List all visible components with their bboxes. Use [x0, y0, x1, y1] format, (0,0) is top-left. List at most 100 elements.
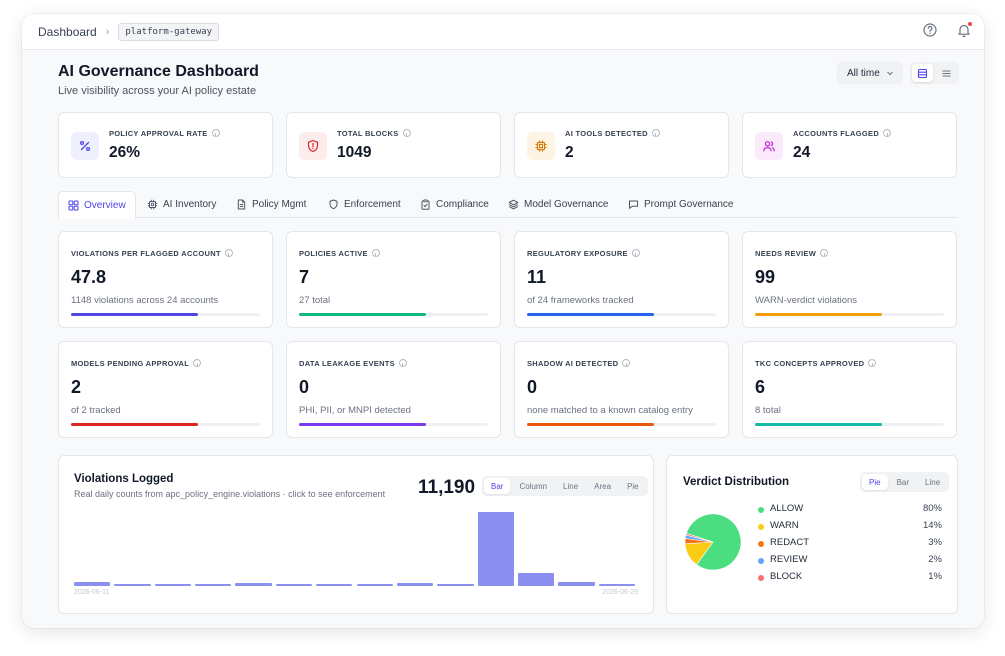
- legend-value: 2%: [928, 554, 942, 565]
- metric-card-shadow-ai[interactable]: SHADOW AI DETECTED 0 none matched to a k…: [514, 341, 729, 438]
- chart-type-area-button[interactable]: Area: [594, 481, 612, 491]
- violations-bar[interactable]: [74, 582, 111, 586]
- metric-card-tkc-concepts[interactable]: TKC CONCEPTS APPROVED 6 8 total: [742, 341, 957, 438]
- violations-bar[interactable]: [598, 584, 635, 586]
- info-icon[interactable]: [211, 129, 220, 137]
- tab-prompt-governance[interactable]: Prompt Governance: [628, 191, 734, 218]
- legend-dot: [758, 558, 764, 564]
- violations-bar[interactable]: [316, 584, 353, 586]
- kpi-label: ACCOUNTS FLAGGED: [793, 129, 880, 138]
- violations-bar[interactable]: [275, 584, 313, 586]
- info-icon[interactable]: [398, 359, 407, 367]
- violations-bar[interactable]: [154, 583, 192, 586]
- legend-value: 3%: [928, 537, 942, 548]
- metric-card-needs-review[interactable]: NEEDS REVIEW 99 WARN-verdict violations: [742, 231, 957, 328]
- info-icon[interactable]: [820, 249, 829, 257]
- violations-bar[interactable]: [356, 584, 393, 586]
- grid-view-button[interactable]: [912, 64, 933, 82]
- chart-type-bar-button[interactable]: Bar: [484, 478, 511, 494]
- legend-value: 14%: [922, 520, 942, 531]
- chart-type-line-button[interactable]: Line: [563, 481, 579, 491]
- violations-panel[interactable]: Violations Logged Real daily counts from…: [58, 455, 654, 614]
- metric-label: DATA LEAKAGE EVENTS: [299, 359, 395, 368]
- chart-type-pie-button[interactable]: Pie: [627, 481, 639, 491]
- info-icon[interactable]: [631, 249, 640, 257]
- grid-view-icon: [917, 68, 928, 78]
- metric-progress-fill: [527, 313, 654, 316]
- violations-bar[interactable]: [477, 512, 514, 586]
- info-icon[interactable]: [193, 359, 202, 367]
- time-range-select[interactable]: All time: [837, 62, 903, 84]
- help-icon[interactable]: [922, 22, 938, 38]
- info-icon[interactable]: [371, 249, 380, 257]
- info-icon[interactable]: [224, 249, 233, 257]
- tab-label: Overview: [84, 200, 126, 211]
- kpi-card-total-blocks[interactable]: TOTAL BLOCKS 1049: [286, 112, 501, 178]
- users-icon: [755, 132, 783, 160]
- tab-bar: Overview AI Inventory Policy Mgmt Enforc…: [58, 191, 958, 219]
- kpi-card-approval-rate[interactable]: POLICY APPROVAL RATE 26%: [58, 112, 273, 178]
- metric-subtext: 27 total: [299, 295, 331, 306]
- pie-slice-block[interactable]: [685, 532, 714, 543]
- verdict-panel[interactable]: Verdict Distribution Pie Bar Line ALLOW 8…: [666, 455, 958, 614]
- legend-item-block[interactable]: BLOCK 1%: [758, 571, 942, 585]
- tab-label: AI Inventory: [163, 199, 217, 210]
- verdict-pie-chart[interactable]: [684, 513, 742, 571]
- pie-slice-allow[interactable]: [685, 513, 742, 571]
- legend-item-allow[interactable]: ALLOW 80%: [758, 503, 942, 517]
- info-icon[interactable]: [883, 129, 892, 137]
- violations-bar[interactable]: [437, 584, 474, 586]
- metric-card-data-leakage[interactable]: DATA LEAKAGE EVENTS 0 PHI, PII, or MNPI …: [286, 341, 501, 438]
- breadcrumb-root[interactable]: Dashboard: [38, 24, 97, 39]
- tab-enforcement[interactable]: Enforcement: [328, 191, 401, 218]
- tab-policy-mgmt[interactable]: Policy Mgmt: [236, 191, 306, 218]
- kpi-card-ai-tools[interactable]: AI TOOLS DETECTED 2: [514, 112, 729, 178]
- list-view-icon: [942, 69, 951, 77]
- violations-bar[interactable]: [517, 573, 555, 586]
- chart-type-column-button[interactable]: Column: [519, 481, 548, 491]
- info-icon[interactable]: [868, 359, 877, 367]
- info-icon[interactable]: [651, 129, 660, 137]
- violations-bar[interactable]: [396, 582, 434, 586]
- violations-bar[interactable]: [114, 584, 151, 586]
- bell-icon[interactable]: [956, 22, 972, 38]
- tab-overview[interactable]: Overview: [58, 191, 136, 219]
- metric-label: MODELS PENDING APPROVAL: [71, 359, 190, 368]
- violations-title: Violations Logged: [74, 473, 174, 485]
- metric-card-models-pending[interactable]: MODELS PENDING APPROVAL 2 of 2 tracked: [58, 341, 273, 438]
- metric-value: 2: [71, 377, 82, 397]
- chart-type-bar-button[interactable]: Bar: [896, 477, 910, 487]
- info-icon[interactable]: [622, 359, 631, 367]
- legend-value: 1%: [928, 571, 942, 582]
- cpu-icon: [147, 199, 158, 210]
- metric-progress-fill: [71, 313, 198, 316]
- legend-item-redact[interactable]: REDACT 3%: [758, 537, 942, 551]
- kpi-value: 24: [793, 144, 811, 161]
- kpi-label: AI TOOLS DETECTED: [565, 129, 648, 138]
- tab-compliance[interactable]: Compliance: [420, 191, 489, 218]
- view-toggle: [910, 62, 959, 84]
- chart-type-pie-button[interactable]: Pie: [862, 474, 888, 490]
- violations-subtitle[interactable]: Real daily counts from apc_policy_engine…: [74, 489, 386, 499]
- violations-bar[interactable]: [558, 581, 595, 586]
- legend-item-review[interactable]: REVIEW 2%: [758, 554, 942, 568]
- violations-bar[interactable]: [235, 583, 272, 586]
- kpi-label: TOTAL BLOCKS: [337, 129, 399, 138]
- chart-type-line-button[interactable]: Line: [925, 477, 941, 487]
- metric-card-violations-per-account[interactable]: VIOLATIONS PER FLAGGED ACCOUNT 47.8 1148…: [58, 231, 273, 328]
- kpi-value: 1049: [337, 144, 372, 161]
- list-view-button[interactable]: [936, 64, 957, 82]
- metric-card-regulatory-exposure[interactable]: REGULATORY EXPOSURE 11 of 24 frameworks …: [514, 231, 729, 328]
- metric-card-policies-active[interactable]: POLICIES ACTIVE 7 27 total: [286, 231, 501, 328]
- info-icon[interactable]: [402, 129, 411, 137]
- clipboard-check-icon: [421, 199, 430, 210]
- legend-label: ALLOW: [770, 503, 804, 514]
- violations-bar[interactable]: [195, 583, 232, 586]
- tab-ai-inventory[interactable]: AI Inventory: [147, 191, 216, 218]
- metric-subtext: of 2 tracked: [71, 405, 121, 416]
- metric-subtext: PHI, PII, or MNPI detected: [299, 405, 411, 416]
- tab-model-governance[interactable]: Model Governance: [508, 191, 609, 218]
- kpi-card-accounts-flagged[interactable]: ACCOUNTS FLAGGED 24: [742, 112, 957, 178]
- legend-item-warn[interactable]: WARN 14%: [758, 520, 942, 534]
- violations-bar-chart[interactable]: [74, 508, 639, 586]
